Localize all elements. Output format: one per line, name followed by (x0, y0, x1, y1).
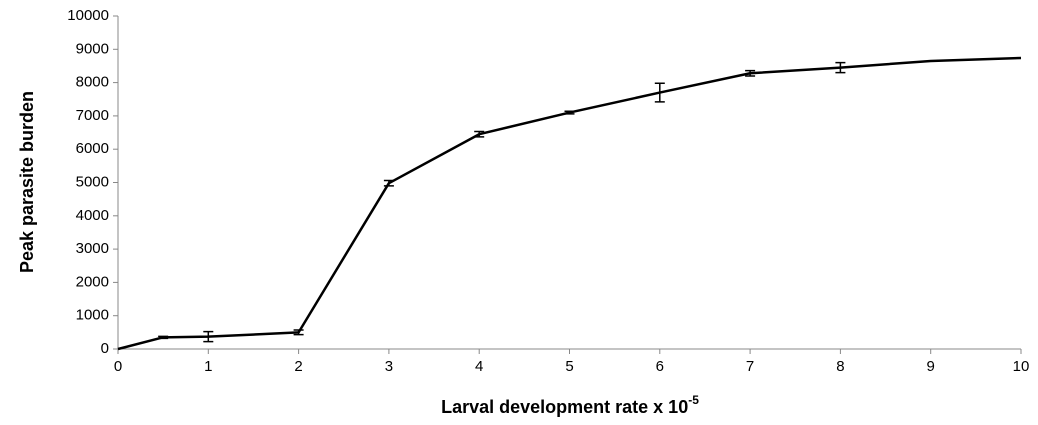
y-tick-label: 6000 (76, 140, 109, 157)
x-tick-label: 3 (385, 358, 393, 375)
error-bar (203, 330, 214, 343)
error-bar (158, 335, 169, 340)
x-tick-label: 8 (836, 358, 844, 375)
x-tick-label: 6 (656, 358, 664, 375)
y-tick-label: 9000 (76, 40, 109, 57)
x-tick-label: 2 (294, 358, 302, 375)
error-bar (745, 69, 756, 77)
x-axis-title-main: Larval development rate x 10 (441, 397, 688, 417)
error-bar (835, 61, 846, 74)
y-tick-label: 1000 (76, 307, 109, 324)
y-tick-label: 5000 (76, 173, 109, 190)
y-tick-label: 7000 (76, 107, 109, 124)
x-axis-title-superscript: -5 (688, 393, 699, 407)
y-tick-label: 3000 (76, 240, 109, 257)
y-tick-label: 8000 (76, 74, 109, 91)
y-tick-label: 10000 (67, 7, 109, 24)
error-bar (383, 179, 394, 187)
x-tick-label: 4 (475, 358, 483, 375)
error-bar (474, 130, 485, 138)
data-line (117, 56, 1022, 351)
x-tick-label: 5 (565, 358, 573, 375)
x-tick-label: 10 (1013, 358, 1030, 375)
x-tick-label: 0 (114, 358, 122, 375)
y-tick-label: 0 (101, 340, 109, 357)
x-axis-title: Larval development rate x 10-5 (441, 393, 699, 417)
error-bar (293, 329, 304, 336)
x-tick-label: 1 (204, 358, 212, 375)
y-axis-title: Peak parasite burden (17, 91, 37, 273)
x-tick-label: 9 (927, 358, 935, 375)
error-bar (564, 110, 575, 115)
y-tick-label: 2000 (76, 273, 109, 290)
y-tick-label: 4000 (76, 207, 109, 224)
error-bar (654, 82, 665, 103)
x-tick-label: 7 (746, 358, 754, 375)
